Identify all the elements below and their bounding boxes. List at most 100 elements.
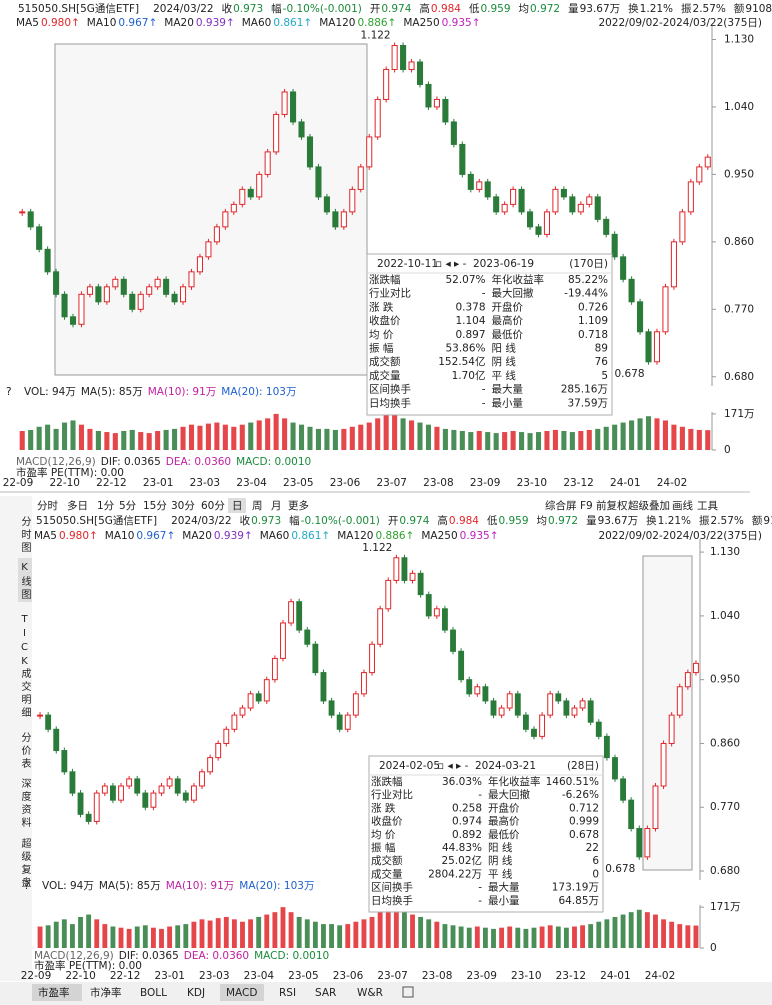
stats-value: - <box>482 288 486 300</box>
ma-line-part: 0.886↑ <box>376 530 415 542</box>
tool-button[interactable]: 综合屏 <box>545 499 577 512</box>
candle <box>332 211 339 228</box>
volume-bar <box>563 927 569 948</box>
volume-tick-label: 0 <box>710 942 717 954</box>
macd-line-part: MACD(12,26,9) <box>34 950 114 962</box>
candle <box>37 714 43 717</box>
bottom-tab[interactable]: W&R <box>357 987 383 999</box>
stats-label: 最小量 <box>488 895 520 907</box>
help-icon: ? <box>24 880 30 892</box>
toolbar-button[interactable]: 周 <box>252 500 263 512</box>
toolbar-button[interactable]: 1分 <box>97 500 115 512</box>
candle <box>595 721 602 737</box>
candle <box>679 211 686 243</box>
date-label: 23-04 <box>236 477 267 489</box>
tool-button[interactable]: 超级叠加 <box>628 499 670 512</box>
stats-label: 年化收益率 <box>488 775 541 788</box>
stats-label: 最大量 <box>488 881 520 894</box>
bottom-tab[interactable]: RSI <box>279 987 296 999</box>
volume-bar <box>688 428 694 450</box>
toolbar-button[interactable]: 5分 <box>119 500 137 512</box>
side-tab[interactable]: 分时图 <box>19 516 31 555</box>
date-label: 23-12 <box>563 477 594 489</box>
side-tab[interactable]: TICK <box>19 614 30 670</box>
quote-line-part: 0.959 <box>480 3 510 15</box>
quote-line-part: 0.959 <box>498 515 528 527</box>
ma-line-part: MA60 <box>260 530 290 542</box>
candle <box>271 657 278 681</box>
bottom-tab[interactable]: 市净率 <box>90 986 122 999</box>
side-tab[interactable]: 深度资料 <box>19 778 31 830</box>
volume-legend-part: VOL: 94万 <box>42 880 94 892</box>
toolbar-button[interactable]: 60分 <box>201 500 225 512</box>
bottom-tab[interactable]: MACD <box>226 987 257 999</box>
toolbar-button[interactable]: 多日 <box>67 499 88 512</box>
candle <box>704 156 711 168</box>
macd-line-part: DIF: 0.0365 <box>101 456 161 468</box>
side-tab[interactable]: 分价表 <box>19 732 31 771</box>
candle <box>222 211 229 228</box>
toolbar-button[interactable]: 15分 <box>143 500 167 512</box>
date-label: 23-04 <box>244 970 275 982</box>
volume-bar <box>620 914 626 948</box>
volume-bar <box>620 422 626 450</box>
volume-bar <box>671 424 677 450</box>
bottom-tab-active <box>220 984 264 1001</box>
bottom-tab[interactable]: BOLL <box>140 987 167 999</box>
volume-bar <box>645 416 652 450</box>
volume-bar <box>612 916 618 948</box>
volume-bar <box>604 919 610 948</box>
candle <box>408 61 415 70</box>
candle <box>69 316 77 325</box>
candle <box>466 679 473 695</box>
date-label: 24-02 <box>657 477 688 489</box>
tool-button[interactable]: 画线 <box>672 499 693 512</box>
stats-label: 振 幅 <box>371 841 395 854</box>
candle <box>644 828 651 858</box>
candle <box>417 572 424 596</box>
toolbar-button[interactable]: 30分 <box>171 500 195 512</box>
volume-bar <box>214 422 220 450</box>
volume-bar <box>321 924 326 948</box>
candle <box>77 792 84 815</box>
candle <box>328 700 335 716</box>
volume-bar <box>341 428 347 450</box>
toolbar-button[interactable]: 更多 <box>288 499 309 512</box>
volume-bar <box>36 426 42 450</box>
quote-line-part: 0.972 <box>530 3 560 15</box>
bottom-tab[interactable]: KDJ <box>187 987 205 999</box>
side-tab[interactable]: 成交明细 <box>19 668 31 720</box>
candle <box>134 778 141 794</box>
candle <box>441 608 448 631</box>
side-tab[interactable]: K线图 <box>19 562 31 602</box>
date-label: 23-06 <box>330 477 361 489</box>
ma-line-part: 0.886↑ <box>358 17 397 29</box>
ma-line-part: 0.980↑ <box>41 17 80 29</box>
candle <box>369 643 375 674</box>
candle <box>458 650 465 681</box>
candle <box>493 196 500 213</box>
tool-button[interactable]: 前复权 <box>596 499 628 512</box>
volume-bar <box>110 926 116 948</box>
toolbar-button[interactable]: 月 <box>271 500 282 512</box>
side-tab[interactable]: 超级复盘 <box>19 837 31 890</box>
stats-arrows: ▫ ◂ ▸ - <box>437 760 469 772</box>
bottom-tab[interactable]: SAR <box>315 987 336 999</box>
stats-label: 成交额 <box>369 355 401 368</box>
date-label: 24-02 <box>645 970 676 982</box>
candle <box>158 785 165 794</box>
side-tab-active <box>18 558 32 602</box>
date-label: 23-05 <box>283 477 314 489</box>
bottom-tab[interactable]: 市盈率 <box>38 986 70 999</box>
tool-button[interactable]: F9 <box>580 500 593 512</box>
tool-button[interactable]: 工具 <box>697 500 718 512</box>
candle <box>45 714 52 730</box>
candle <box>433 98 440 108</box>
stats-label: 阴 线 <box>492 355 517 368</box>
toolbar-button[interactable]: 分时 <box>37 500 58 512</box>
toolbar-button[interactable]: 日 <box>232 500 243 512</box>
candle <box>586 196 593 205</box>
volume-bar <box>95 431 101 450</box>
volume-bar <box>572 926 577 948</box>
